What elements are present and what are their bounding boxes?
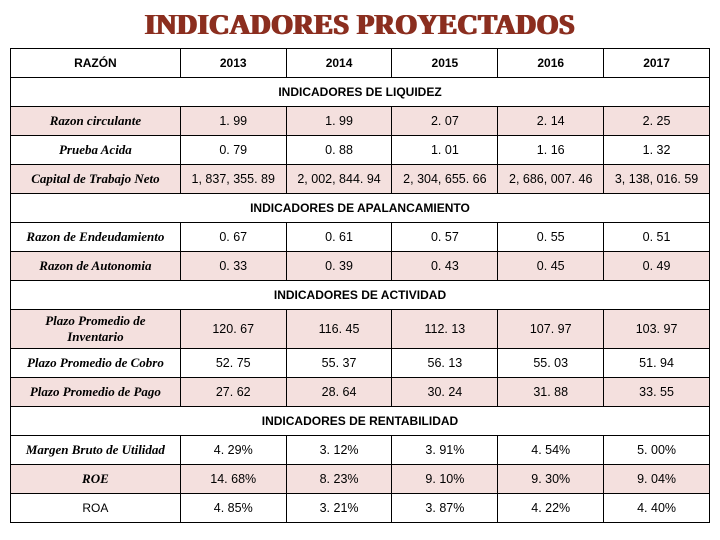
cell-value: 30. 24 <box>392 378 498 407</box>
cell-value: 28. 64 <box>286 378 392 407</box>
indicators-table: RAZÓN20132014201520162017INDICADORES DE … <box>10 48 710 523</box>
row-label: Razon de Autonomia <box>11 252 181 281</box>
cell-value: 2, 304, 655. 66 <box>392 165 498 194</box>
cell-value: 0. 49 <box>604 252 710 281</box>
section-header-0: INDICADORES DE LIQUIDEZ <box>11 78 710 107</box>
cell-value: 3, 138, 016. 59 <box>604 165 710 194</box>
cell-value: 1. 01 <box>392 136 498 165</box>
cell-value: 4. 40% <box>604 494 710 523</box>
cell-value: 8. 23% <box>286 465 392 494</box>
section-header-2: INDICADORES DE ACTIVIDAD <box>11 281 710 310</box>
cell-value: 33. 55 <box>604 378 710 407</box>
cell-value: 2, 686, 007. 46 <box>498 165 604 194</box>
cell-value: 9. 10% <box>392 465 498 494</box>
cell-value: 1. 99 <box>286 107 392 136</box>
cell-value: 3. 91% <box>392 436 498 465</box>
row-label: Razon circulante <box>11 107 181 136</box>
row-label: Margen Bruto de Utilidad <box>11 436 181 465</box>
col-header-year-3: 2016 <box>498 49 604 78</box>
row-label: Plazo Promedio de Pago <box>11 378 181 407</box>
cell-value: 51. 94 <box>604 349 710 378</box>
cell-value: 55. 03 <box>498 349 604 378</box>
cell-value: 5. 00% <box>604 436 710 465</box>
cell-value: 4. 29% <box>180 436 286 465</box>
cell-value: 0. 39 <box>286 252 392 281</box>
table-row: ROA4. 85%3. 21%3. 87%4. 22%4. 40% <box>11 494 710 523</box>
cell-value: 2, 002, 844. 94 <box>286 165 392 194</box>
col-header-year-0: 2013 <box>180 49 286 78</box>
cell-value: 0. 45 <box>498 252 604 281</box>
cell-value: 1. 16 <box>498 136 604 165</box>
section-header-3: INDICADORES DE RENTABILIDAD <box>11 407 710 436</box>
cell-value: 112. 13 <box>392 310 498 349</box>
cell-value: 2. 25 <box>604 107 710 136</box>
cell-value: 4. 54% <box>498 436 604 465</box>
cell-value: 0. 57 <box>392 223 498 252</box>
row-label: Plazo Promedio de Inventario <box>11 310 181 349</box>
cell-value: 4. 22% <box>498 494 604 523</box>
cell-value: 107. 97 <box>498 310 604 349</box>
cell-value: 4. 85% <box>180 494 286 523</box>
cell-value: 27. 62 <box>180 378 286 407</box>
cell-value: 55. 37 <box>286 349 392 378</box>
row-label: ROA <box>11 494 181 523</box>
cell-value: 2. 07 <box>392 107 498 136</box>
cell-value: 0. 43 <box>392 252 498 281</box>
cell-value: 14. 68% <box>180 465 286 494</box>
cell-value: 0. 55 <box>498 223 604 252</box>
cell-value: 116. 45 <box>286 310 392 349</box>
cell-value: 2. 14 <box>498 107 604 136</box>
table-row: Razon de Autonomia0. 330. 390. 430. 450.… <box>11 252 710 281</box>
cell-value: 31. 88 <box>498 378 604 407</box>
cell-value: 0. 33 <box>180 252 286 281</box>
cell-value: 0. 67 <box>180 223 286 252</box>
cell-value: 0. 79 <box>180 136 286 165</box>
cell-value: 52. 75 <box>180 349 286 378</box>
page-title: INDICADORES PROYECTADOS <box>0 0 720 48</box>
table-row: Capital de Trabajo Neto1, 837, 355. 892,… <box>11 165 710 194</box>
cell-value: 0. 88 <box>286 136 392 165</box>
col-header-year-4: 2017 <box>604 49 710 78</box>
row-label: Razon de Endeudamiento <box>11 223 181 252</box>
cell-value: 56. 13 <box>392 349 498 378</box>
table-row: Margen Bruto de Utilidad4. 29%3. 12%3. 9… <box>11 436 710 465</box>
section-header-1: INDICADORES DE APALANCAMIENTO <box>11 194 710 223</box>
cell-value: 3. 21% <box>286 494 392 523</box>
table-row: Razon circulante1. 991. 992. 072. 142. 2… <box>11 107 710 136</box>
row-label: Plazo Promedio de Cobro <box>11 349 181 378</box>
table-row: ROE14. 68%8. 23%9. 10%9. 30%9. 04% <box>11 465 710 494</box>
table-row: Plazo Promedio de Pago27. 6228. 6430. 24… <box>11 378 710 407</box>
col-header-year-1: 2014 <box>286 49 392 78</box>
cell-value: 3. 12% <box>286 436 392 465</box>
col-header-razon: RAZÓN <box>11 49 181 78</box>
cell-value: 0. 51 <box>604 223 710 252</box>
cell-value: 1. 99 <box>180 107 286 136</box>
row-label: Capital de Trabajo Neto <box>11 165 181 194</box>
table-row: Plazo Promedio de Inventario120. 67116. … <box>11 310 710 349</box>
row-label: ROE <box>11 465 181 494</box>
table-row: Plazo Promedio de Cobro52. 7555. 3756. 1… <box>11 349 710 378</box>
cell-value: 3. 87% <box>392 494 498 523</box>
row-label: Prueba Acida <box>11 136 181 165</box>
cell-value: 120. 67 <box>180 310 286 349</box>
cell-value: 0. 61 <box>286 223 392 252</box>
cell-value: 103. 97 <box>604 310 710 349</box>
cell-value: 1. 32 <box>604 136 710 165</box>
cell-value: 1, 837, 355. 89 <box>180 165 286 194</box>
table-row: Razon de Endeudamiento0. 670. 610. 570. … <box>11 223 710 252</box>
col-header-year-2: 2015 <box>392 49 498 78</box>
cell-value: 9. 30% <box>498 465 604 494</box>
table-row: Prueba Acida0. 790. 881. 011. 161. 32 <box>11 136 710 165</box>
cell-value: 9. 04% <box>604 465 710 494</box>
